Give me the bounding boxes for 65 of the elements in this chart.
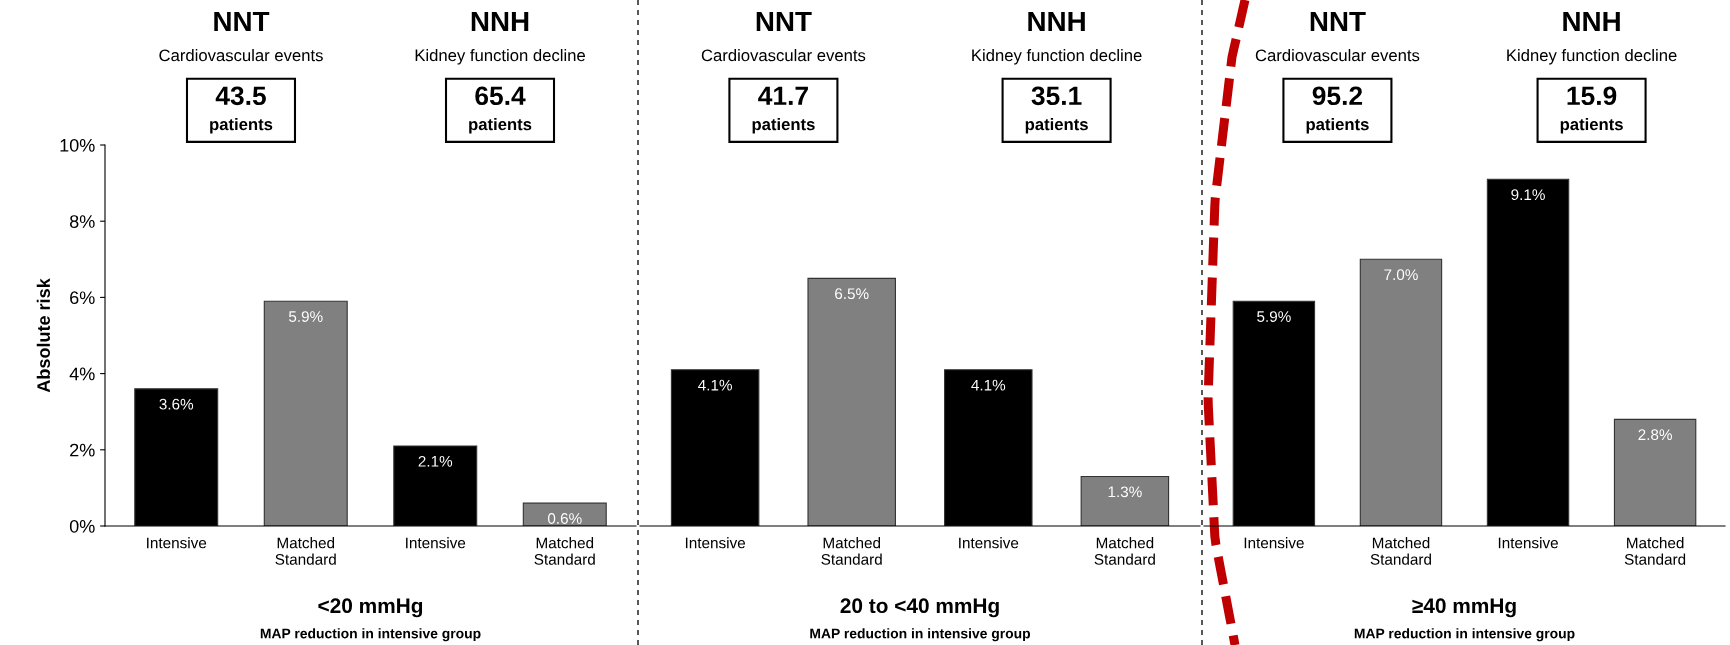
bar <box>1613 418 1697 526</box>
data-label: 5.9% <box>1257 311 1291 322</box>
x-tick-label: Intensive <box>406 537 466 549</box>
text: NNH <box>471 11 529 32</box>
x-tick-label: Intensive <box>1244 537 1304 549</box>
x-tick-label: Matched Standard <box>534 537 595 565</box>
y-tick-label: 8% <box>69 215 95 228</box>
y-tick-label: 10% <box>60 138 95 152</box>
bar <box>1359 258 1443 526</box>
data-label: 4.1% <box>971 379 1006 391</box>
data-label: 7.0% <box>1384 269 1418 281</box>
text: Cardiovascular events <box>1255 48 1420 62</box>
text: patients <box>752 118 815 134</box>
x-axis-title: ≥40 mmHg <box>1412 598 1516 618</box>
data-label: 0.6% <box>547 513 582 524</box>
x-tick-label: Matched Standard <box>1094 537 1155 565</box>
text: 95.2 <box>1312 86 1363 106</box>
y-tick-label: 0% <box>69 519 95 533</box>
text: patients <box>1560 118 1623 134</box>
bar <box>263 300 348 526</box>
text: patients <box>1025 118 1088 134</box>
text: 15.9 <box>1567 86 1617 106</box>
y-tick-label: 4% <box>69 367 95 381</box>
bar <box>522 502 607 526</box>
text: 43.5 <box>215 86 266 106</box>
x-axis-title: <20 mmHg <box>318 598 423 618</box>
text: 35.1 <box>1031 86 1082 106</box>
data-label: 2.8% <box>1638 429 1672 441</box>
text: Kidney function decline <box>1507 48 1677 65</box>
text: NNH <box>1028 11 1085 32</box>
data-label: 2.1% <box>418 455 453 467</box>
data-label: 9.1% <box>1511 189 1545 201</box>
text: Kidney function decline <box>972 48 1142 65</box>
text: Kidney function decline <box>415 48 585 65</box>
text: patients <box>210 118 273 134</box>
x-axis-title: 20 to <40 mmHg <box>840 598 999 618</box>
data-label: 6.5% <box>835 288 869 300</box>
text: NNT <box>214 11 270 32</box>
text: patients <box>469 118 532 134</box>
text: 65.4 <box>475 86 526 106</box>
x-tick-label: Matched Standard <box>821 537 882 565</box>
x-tick-label: Intensive <box>685 537 746 549</box>
text: patients <box>1306 118 1369 134</box>
x-tick-label: Intensive <box>147 537 207 549</box>
text: NNH <box>1563 11 1620 32</box>
text: NNT <box>1310 11 1366 32</box>
y-axis-title: Absolute risk <box>36 278 51 393</box>
x-tick-label: Matched Standard <box>1370 537 1431 565</box>
text: MAP reduction in intensive group <box>1354 628 1575 642</box>
text: NNT <box>756 11 812 32</box>
data-label: 4.1% <box>698 379 732 391</box>
x-tick-label: Matched Standard <box>275 537 336 565</box>
text: MAP reduction in intensive group <box>260 628 481 642</box>
x-tick-label: Intensive <box>959 537 1019 549</box>
data-label: 3.6% <box>159 398 194 410</box>
text: MAP reduction in intensive group <box>810 628 1031 642</box>
data-label: 5.9% <box>288 311 323 322</box>
data-label: 1.3% <box>1108 486 1142 498</box>
text: Cardiovascular events <box>159 48 323 62</box>
y-tick-label: 2% <box>70 443 95 457</box>
x-tick-label: Matched Standard <box>1624 537 1686 565</box>
x-tick-label: Intensive <box>1498 537 1558 549</box>
text: 41.7 <box>758 86 808 105</box>
y-tick-label: 6% <box>70 291 95 305</box>
text: Cardiovascular events <box>701 48 866 62</box>
